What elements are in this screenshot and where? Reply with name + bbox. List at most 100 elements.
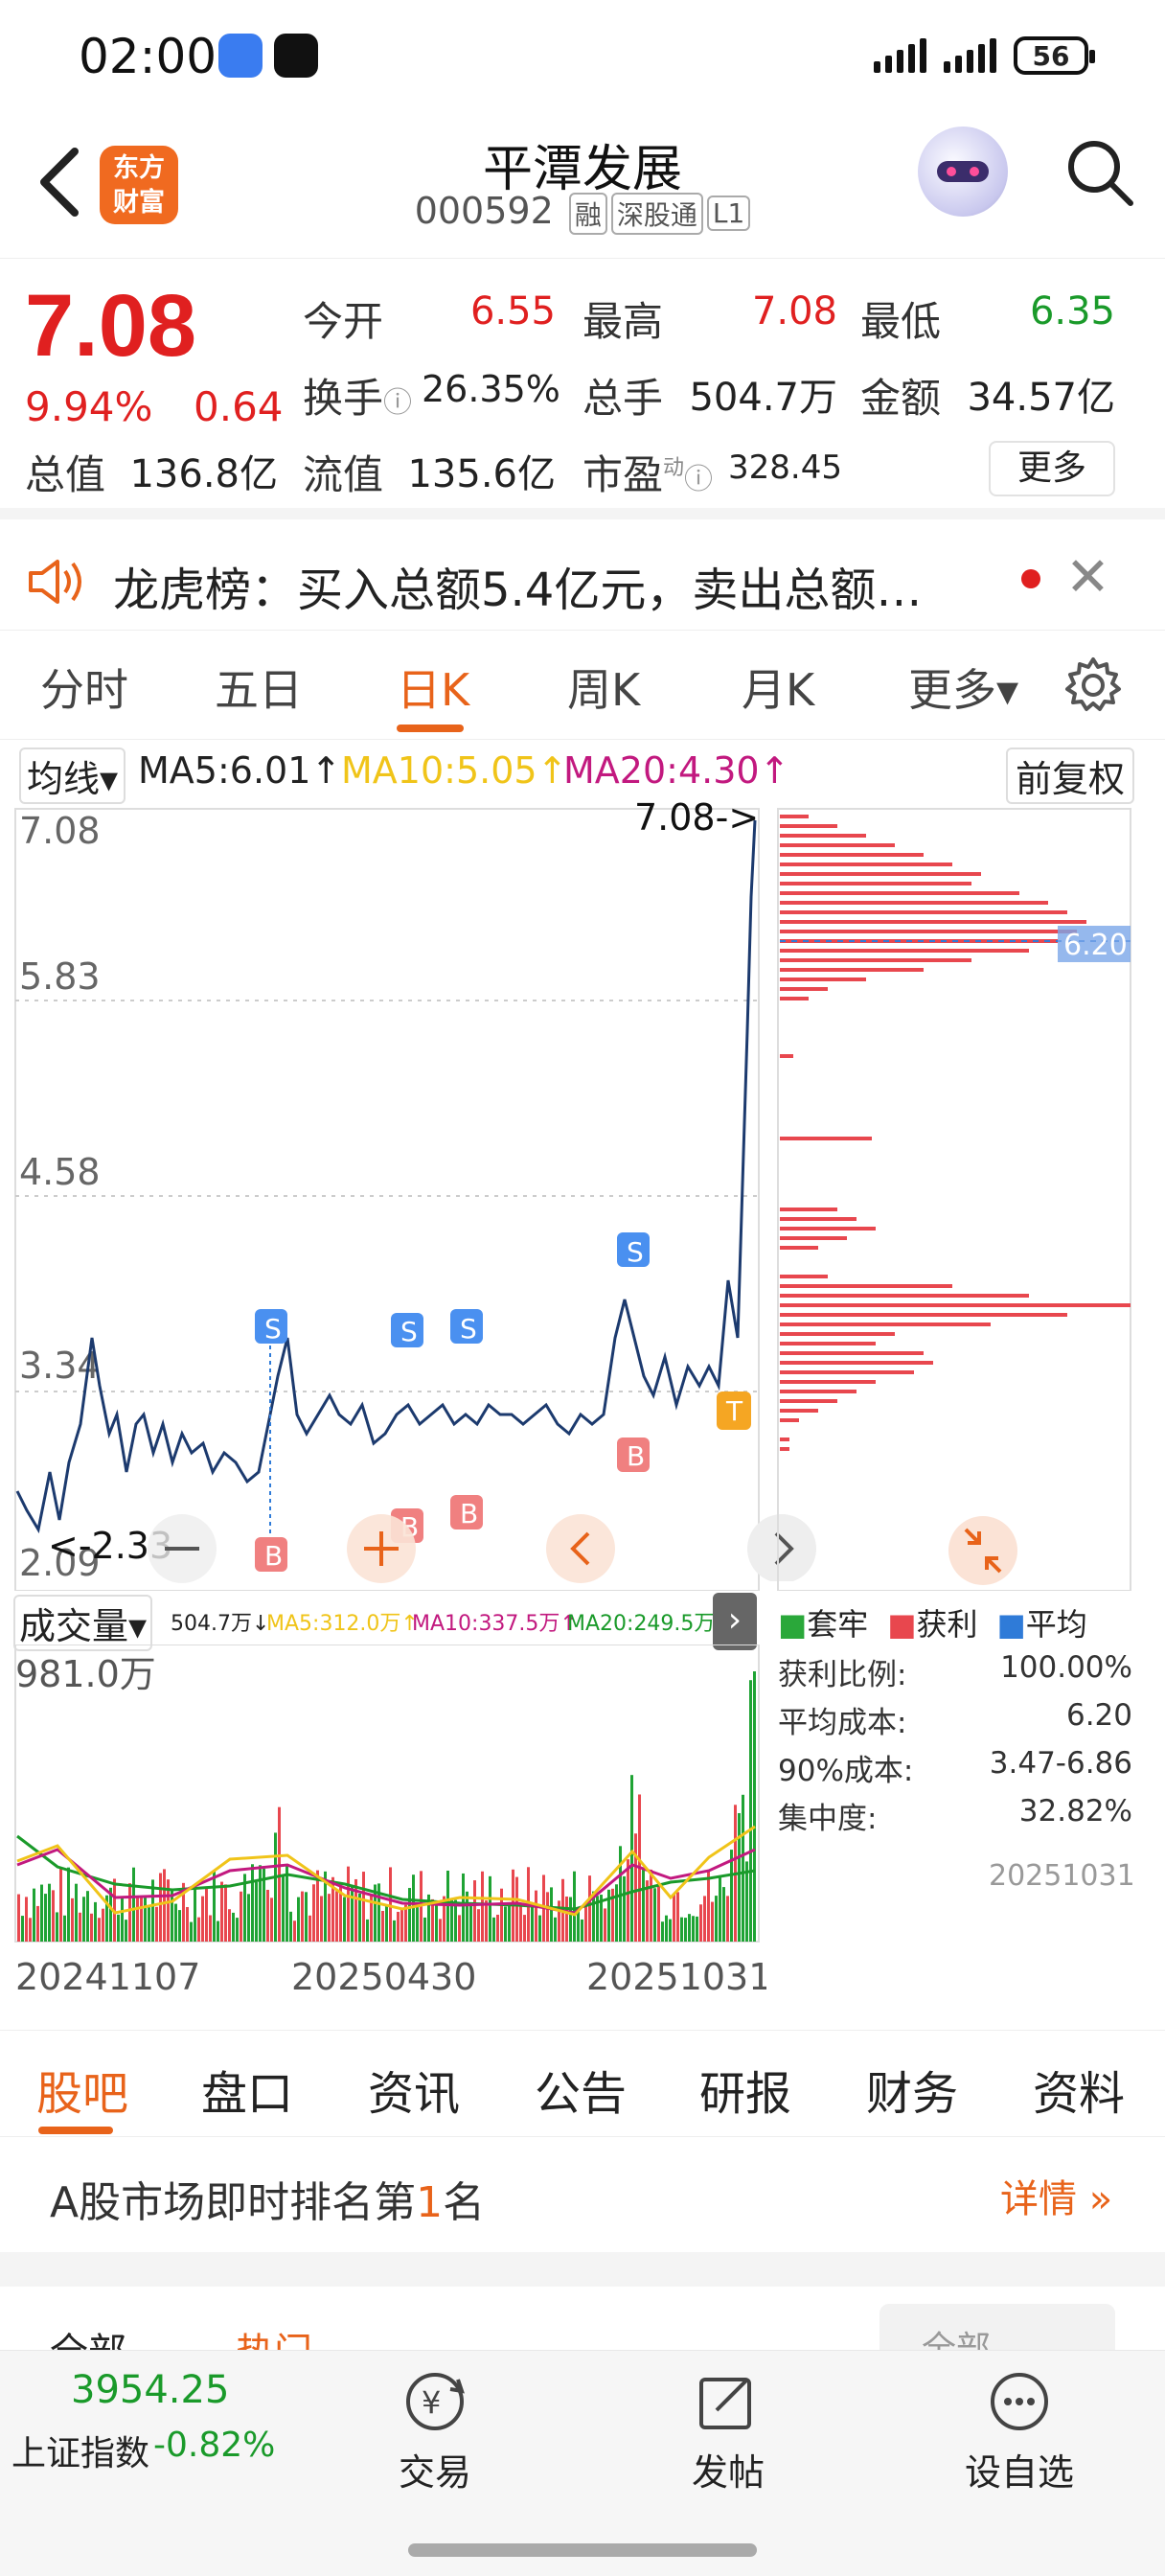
add-watchlist-button[interactable]: 设自选 xyxy=(964,2451,1074,2494)
more-button[interactable]: 更多 xyxy=(989,441,1115,496)
legend-average: ■平均 xyxy=(996,1606,1087,1643)
logo-line-2: 财富 xyxy=(113,188,165,218)
volume-bar xyxy=(742,1794,744,1942)
volume-bar xyxy=(286,1864,288,1942)
volume-bar xyxy=(416,1902,419,1942)
tiktok-app-icon xyxy=(274,34,318,78)
volume-bar xyxy=(59,1868,62,1942)
svg-text:S: S xyxy=(627,1236,644,1268)
volume-bar xyxy=(343,1897,346,1942)
ma-selector[interactable]: 均线▾ xyxy=(19,748,126,804)
home-indicator[interactable] xyxy=(408,2543,757,2557)
volume-bar xyxy=(79,1912,81,1942)
volume-bar xyxy=(36,1905,39,1942)
info-icon: ⓘ xyxy=(684,463,714,496)
volume-bar xyxy=(715,1896,718,1942)
volume-bar xyxy=(485,1900,488,1942)
volume-ma5: MA5:312.0万↑ xyxy=(266,1612,419,1636)
volume-bar xyxy=(726,1896,729,1942)
volume-bar xyxy=(477,1909,480,1942)
kline-chart[interactable]: 7.08 5.83 4.58 3.34 2.09 7.08-> <-2.33 S… xyxy=(0,801,766,1591)
status-time: 02:00 xyxy=(79,29,217,84)
volume-bar xyxy=(144,1896,147,1942)
volume-bar xyxy=(56,1912,58,1942)
volume-bar xyxy=(98,1918,101,1942)
volume-bar xyxy=(466,1891,468,1942)
expand-indicator-button[interactable]: › xyxy=(713,1593,757,1650)
volume-bar xyxy=(255,1881,258,1942)
tab-weekly-k[interactable]: 周K xyxy=(567,664,641,716)
forward-adjust-button[interactable]: 前复权 xyxy=(1006,748,1135,804)
tab-monthly-k[interactable]: 月K xyxy=(742,664,815,716)
volume-bar xyxy=(159,1873,162,1942)
watchlist-icon[interactable] xyxy=(981,2370,1058,2433)
amount-value: 34.57亿 xyxy=(967,376,1115,420)
search-button[interactable] xyxy=(1062,134,1138,211)
volume-bar xyxy=(699,1904,702,1942)
scroll-left-button xyxy=(546,1514,615,1583)
volume-chart[interactable]: 981.0万 20241107 20250430 20251031 xyxy=(0,1644,766,2028)
volume-bar xyxy=(665,1915,668,1942)
tab-more[interactable]: 更多▾ xyxy=(908,664,1019,716)
settings-gear-icon[interactable] xyxy=(1063,656,1123,715)
close-icon[interactable]: ✕ xyxy=(1065,546,1110,609)
tab-news[interactable]: 资讯 xyxy=(368,2067,461,2121)
volume-bar xyxy=(504,1906,507,1942)
rank-detail-link[interactable]: 详情 » xyxy=(1000,2177,1113,2221)
volume-bar xyxy=(596,1896,599,1942)
chip-legend: ■套牢 ■获利 ■平均 xyxy=(778,1600,1087,1644)
tab-announcements[interactable]: 公告 xyxy=(535,2067,628,2121)
trade-button[interactable]: 交易 xyxy=(398,2451,471,2494)
tab-order-book[interactable]: 盘口 xyxy=(201,2067,294,2121)
stock-code: 000592 xyxy=(414,190,554,232)
volume-bar xyxy=(688,1914,691,1942)
post-button[interactable]: 发帖 xyxy=(691,2451,765,2494)
back-button[interactable] xyxy=(33,144,90,220)
index-name[interactable]: 上证指数 xyxy=(11,2434,150,2473)
volume-bar xyxy=(171,1890,173,1942)
chart-nav-buttons xyxy=(148,1514,615,1583)
index-value[interactable]: 3954.25 xyxy=(71,2368,230,2412)
dragon-tiger-notice[interactable]: 龙虎榜：买入总额5.4亿元，卖出总额… ✕ xyxy=(0,531,1165,631)
volume-bar xyxy=(473,1880,476,1942)
volume-bar xyxy=(312,1884,315,1942)
tab-daily-k[interactable]: 日K xyxy=(397,664,470,716)
volume-bar xyxy=(140,1897,143,1942)
svg-text:B: B xyxy=(627,1440,645,1472)
post-icon[interactable] xyxy=(690,2370,766,2433)
message-app-icon xyxy=(218,34,263,78)
low-label: 最低 xyxy=(860,298,942,345)
volume-bar xyxy=(684,1918,687,1942)
tab-forum[interactable]: 股吧 xyxy=(36,2067,129,2121)
tab-profile[interactable]: 资料 xyxy=(1033,2067,1126,2121)
collapse-icon[interactable] xyxy=(947,1514,1019,1587)
volume-bar xyxy=(496,1914,499,1942)
volume-bar xyxy=(458,1915,461,1942)
volume-bar xyxy=(228,1909,231,1942)
scroll-right-button[interactable] xyxy=(747,1512,816,1581)
tab-research[interactable]: 研报 xyxy=(699,2067,792,2121)
high-value: 7.08 xyxy=(751,289,837,334)
info-icon: ⓘ xyxy=(383,386,413,420)
volume-bar xyxy=(374,1884,377,1942)
svg-text:B: B xyxy=(460,1498,478,1530)
trade-markers: S B S B S B S B T xyxy=(255,1232,751,1572)
volume-bar xyxy=(305,1892,308,1942)
volume-bar xyxy=(197,1917,200,1942)
volume-bar xyxy=(163,1869,166,1942)
volume-bar xyxy=(44,1894,47,1942)
volume-bar xyxy=(454,1899,457,1942)
chip-bars xyxy=(780,815,1131,1451)
volume-bar xyxy=(136,1897,139,1942)
volume-selector[interactable]: 成交量▾ xyxy=(13,1595,153,1651)
market-rank-row[interactable]: A股市场即时排名第1名 详情 » xyxy=(0,2139,1165,2252)
ai-assistant-avatar[interactable] xyxy=(918,126,1008,217)
tab-intraday[interactable]: 分时 xyxy=(40,664,128,716)
tab-five-day[interactable]: 五日 xyxy=(215,664,303,716)
change-percent: 9.94% xyxy=(25,383,153,430)
trade-icon[interactable]: ¥ xyxy=(397,2370,473,2433)
svg-text:¥: ¥ xyxy=(422,2384,441,2421)
tab-financials[interactable]: 财务 xyxy=(866,2067,959,2121)
volume-bar xyxy=(730,1850,733,1942)
volume-bar xyxy=(634,1833,637,1942)
